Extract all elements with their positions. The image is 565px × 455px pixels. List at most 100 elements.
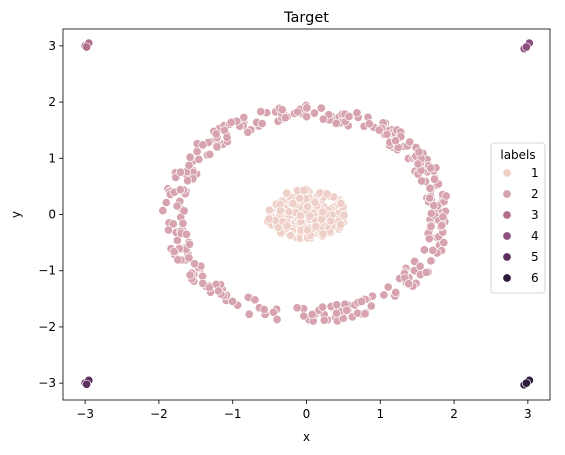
point-label-2 [425,183,435,193]
point-label-2 [344,111,354,122]
point-label-1 [295,211,305,221]
point-label-2 [211,129,221,139]
point-label-2 [307,309,317,319]
point-label-2 [317,302,328,312]
point-label-2 [292,303,302,313]
point-label-2 [228,296,238,306]
y-tick-label: −2 [38,320,56,334]
legend-label: 5 [531,250,539,264]
point-label-1 [299,185,309,195]
point-label-6 [521,378,531,388]
x-tick-label: 1 [376,407,384,421]
point-label-2 [179,206,189,216]
point-label-2 [244,309,254,319]
point-label-2 [222,132,232,142]
point-label-2 [441,191,451,201]
point-label-2 [185,270,195,280]
y-tick-label: 2 [48,95,56,109]
point-label-2 [198,278,208,288]
point-label-2 [250,295,260,305]
point-label-2 [302,112,312,122]
point-label-2 [299,311,309,321]
point-label-2 [185,239,195,249]
point-label-2 [243,127,253,137]
point-label-2 [342,305,352,315]
point-label-1 [275,206,285,216]
point-label-2 [277,105,287,115]
point-label-2 [383,282,393,292]
point-label-2 [175,185,185,195]
point-label-2 [352,308,363,318]
point-label-2 [413,159,423,169]
point-label-2 [360,309,370,319]
point-label-2 [415,261,425,271]
point-label-2 [256,107,266,117]
point-label-2 [438,212,448,222]
x-axis-label: x [303,430,310,444]
point-label-1 [326,216,336,226]
point-label-2 [424,234,434,244]
point-label-2 [239,112,249,123]
point-label-2 [259,304,269,315]
point-label-2 [257,119,267,129]
point-label-2 [198,140,208,150]
point-label-2 [426,221,436,232]
x-tick-label: 0 [303,407,311,421]
y-tick-label: 0 [48,208,56,222]
point-label-1 [282,221,292,231]
point-label-2 [161,198,171,208]
point-label-2 [421,267,431,278]
point-label-2 [391,287,401,298]
point-label-1 [264,205,275,215]
legend-marker [502,210,512,220]
point-label-2 [280,113,290,123]
point-label-2 [169,247,179,257]
point-label-2 [212,142,222,152]
point-label-2 [417,176,427,186]
point-label-4 [521,42,531,52]
point-label-2 [158,206,168,216]
legend-label: 3 [531,208,539,222]
points-layer [80,38,534,390]
x-tick-label: −3 [76,407,94,421]
y-tick-label: −1 [38,264,56,278]
point-label-2 [364,119,374,129]
point-label-2 [192,147,202,157]
legend-title: labels [500,148,535,162]
point-label-2 [319,315,329,325]
point-label-3 [82,42,92,52]
point-label-2 [379,290,389,300]
point-label-1 [318,229,328,239]
point-label-2 [357,296,367,307]
chart-title: Target [283,10,329,26]
point-label-2 [293,107,303,117]
point-label-2 [429,201,439,211]
point-label-2 [205,149,215,159]
legend-marker [502,189,512,199]
legend-label: 1 [531,166,539,180]
legend-marker [502,252,512,262]
point-label-2 [391,136,401,146]
point-label-2 [405,137,415,147]
point-label-1 [336,198,346,209]
point-label-2 [437,221,447,231]
x-tick-label: −1 [224,407,242,421]
point-label-2 [226,117,236,127]
point-label-1 [322,189,332,199]
point-label-2 [190,259,200,269]
point-label-1 [288,199,298,209]
point-label-2 [426,256,436,266]
point-label-2 [425,193,435,203]
point-label-2 [302,103,312,113]
point-label-2 [414,147,424,157]
point-label-2 [183,176,193,186]
legend-marker [502,273,512,283]
x-axis-ticks: −3 −2 −1 0 1 2 3 [76,400,532,421]
point-label-1 [339,210,349,220]
point-label-1 [310,197,320,207]
point-label-2 [272,314,282,325]
point-label-2 [168,219,178,229]
legend-marker [502,231,512,241]
point-label-1 [286,231,296,241]
